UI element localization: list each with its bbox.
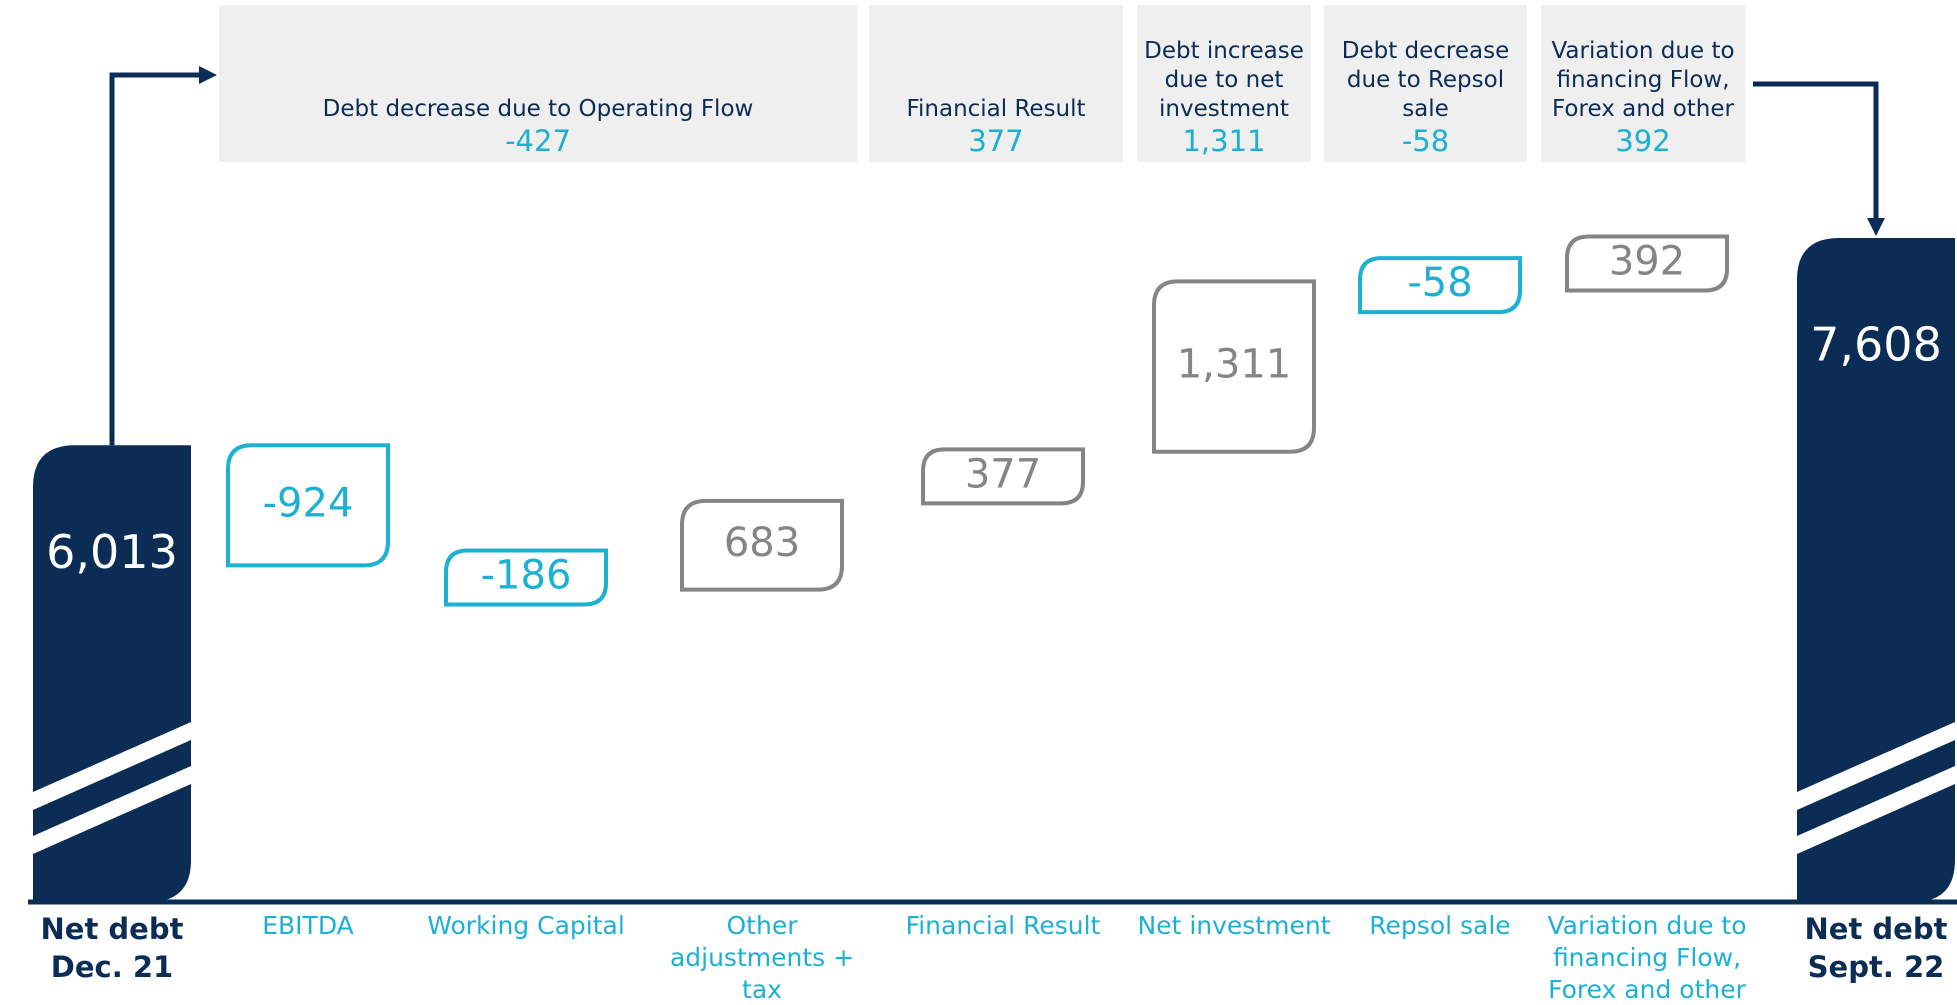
x-tick-label: Financial Result [905,911,1101,940]
group-label: Debt increase due to net investment [1144,38,1304,122]
waterfall-box [1358,256,1522,315]
arrow [109,72,201,446]
group-label: Debt decrease due to Operating Flow [322,96,754,122]
group-value: -427 [505,124,571,158]
group-value: -58 [1401,124,1450,158]
waterfall-box [1565,234,1729,293]
axis-break [33,722,191,810]
arrow [1753,81,1879,220]
value-label: -58 [1407,260,1472,306]
x-tick-label: Other adjustments + tax [669,911,855,1004]
value-label: 1,311 [1177,342,1292,388]
group-label: Debt decrease due to Repsol sale [1341,38,1510,122]
arrow-head [199,66,217,84]
waterfall-box [1152,279,1316,454]
x-tick-label: EBITDA [262,911,354,940]
value-label: 392 [1609,238,1685,284]
group-header: Financial Result 377 [869,5,1123,162]
value-label: 7,608 [1810,317,1942,371]
value-label: -186 [481,553,572,599]
group-value: 377 [968,124,1024,158]
group-value: 1,311 [1182,124,1266,158]
value-label: -924 [263,480,354,526]
waterfall-box [921,447,1085,506]
axis-break [1797,766,1955,854]
value-label: 6,013 [46,525,178,579]
value-label: 683 [724,520,800,566]
group-header: Debt decrease due to Operating Flow -427 [219,5,857,162]
x-tick-label: Net debt Sept. 22 [1804,912,1948,984]
group-header: Debt decrease due to Repsol sale -58 [1324,5,1527,162]
x-tick-label: Net debt Dec. 21 [40,912,184,984]
waterfall-box [680,498,844,592]
x-tick-label: Variation due to financing Flow, Forex a… [1547,911,1747,1004]
arrow-head [1867,217,1885,236]
group-label: Financial Result [906,96,1086,122]
waterfall-box [226,443,390,568]
group-header: Variation due to financing Flow, Forex a… [1541,5,1745,162]
group-label: Variation due to financing Flow, Forex a… [1551,38,1735,122]
group-header: Debt increase due to net investment 1,311 [1137,5,1311,162]
axis-break [33,766,191,854]
group-value: 392 [1615,124,1671,158]
axis-break [1797,722,1955,810]
x-tick-label: Net investment [1137,911,1331,940]
waterfall-box [444,548,608,607]
value-label: 377 [965,451,1041,497]
x-tick-label: Repsol sale [1369,911,1511,940]
total-bar [1797,237,1955,902]
x-tick-label: Working Capital [427,911,625,940]
